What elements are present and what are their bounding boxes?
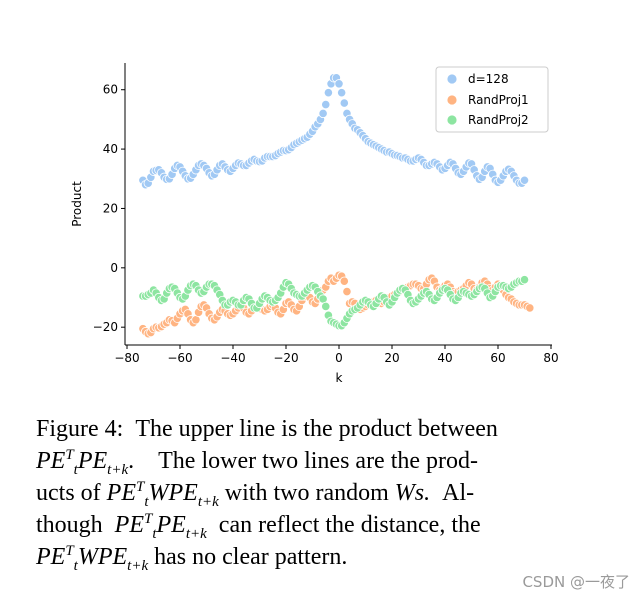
data-points — [138, 73, 535, 339]
caption-text-3d: Al- — [442, 480, 475, 506]
point-d128-144 — [519, 175, 530, 185]
legend-label-d128: d=128 — [468, 72, 509, 86]
figure-caption: Figure 4: The upper line is the product … — [36, 413, 630, 573]
caption-line-5: PETtWPEt+k has no clear pattern. — [36, 541, 630, 574]
caption-text-2: The lower two lines are the prod- — [158, 448, 479, 474]
point-d128-68 — [318, 108, 328, 119]
math-superscript: T — [144, 511, 153, 527]
caption-label: Figure 4: — [36, 416, 124, 442]
x-axis-label: k — [336, 371, 343, 385]
caption-text-3a: ucts of — [36, 480, 101, 506]
legend-frame — [435, 66, 549, 133]
math-symbol: PE — [36, 448, 66, 474]
y-tick-label: 60 — [103, 83, 118, 97]
point-d128-76 — [339, 98, 349, 108]
point-d128-75 — [337, 88, 347, 98]
y-tick-label: 0 — [110, 261, 118, 275]
caption-line-3: ucts of PETtWPEt+k with two random Ws. A… — [36, 477, 630, 510]
math-superscript: T — [135, 479, 145, 495]
math-symbol: W — [77, 544, 98, 570]
x-tick-label: 60 — [490, 351, 505, 365]
math-superscript: T — [65, 447, 74, 463]
caption-line-2: PETtPEt+k. The lower two lines are the p… — [36, 447, 479, 478]
y-tick-label: 20 — [103, 201, 118, 215]
legend-marker-randproj2 — [446, 114, 458, 126]
caption-text-3b: with two random — [224, 480, 389, 506]
legend: d=128 RandProj1 RandProj2 — [435, 66, 549, 133]
math-symbol: W — [148, 480, 169, 506]
legend-marker-randproj1 — [446, 94, 458, 106]
plot-area: −80 −60 −40 −20 0 20 40 60 80 −20 0 20 40 60 k Produ… — [70, 63, 559, 385]
caption-line-4: though PETtPEt+k can reflect the distanc… — [36, 509, 630, 542]
math-pe-t: PETtPEt+k — [114, 511, 207, 542]
math-symbol: PE — [168, 480, 198, 506]
point-randproj1-146 — [525, 303, 535, 313]
caption-text-4a: though — [36, 512, 103, 538]
y-tick-label: 40 — [103, 142, 118, 156]
x-tick-label: 0 — [335, 351, 343, 365]
math-subscript: t — [144, 493, 149, 510]
math-subscript: t — [152, 525, 157, 542]
caption-text-4b: can reflect the distance, the — [218, 512, 481, 538]
x-tick-label: −80 — [114, 351, 139, 365]
math-symbol: PE — [106, 480, 136, 506]
math-pe-w: PETtWPEt+k — [36, 543, 148, 574]
y-axis-label: Product — [70, 181, 84, 227]
scatter-chart: −80 −60 −40 −20 0 20 40 60 80 −20 0 20 40 60 k Produ… — [70, 63, 559, 385]
x-tick-label: 40 — [437, 351, 452, 365]
math-symbol: PE — [77, 448, 108, 474]
x-tick-label: −40 — [220, 351, 245, 365]
x-tick-label: −60 — [167, 351, 192, 365]
point-randproj2-144 — [519, 275, 530, 285]
caption-text-5: has no clear pattern. — [154, 544, 348, 570]
caption-line-1: Figure 4: The upper line is the product … — [36, 413, 630, 445]
point-randproj2-69 — [321, 301, 331, 312]
math-symbol: PE — [156, 512, 186, 538]
x-tick-label: −20 — [273, 351, 298, 365]
legend-marker-d128 — [446, 73, 458, 85]
point-randproj1-77 — [342, 286, 352, 297]
math-subscript: t — [73, 461, 78, 478]
math-symbol: PE — [114, 512, 144, 538]
legend-label-randproj2: RandProj2 — [468, 113, 529, 127]
caption-text-1: The upper line is the product between — [135, 416, 498, 442]
math-subscript: t+k — [127, 557, 149, 574]
y-tick-label: −20 — [93, 320, 118, 334]
watermark: CSDN @一夜了 — [522, 573, 630, 591]
math-symbol: PE — [36, 544, 66, 570]
math-subscript: t — [73, 557, 78, 574]
caption-text-3c: Ws. — [394, 480, 431, 506]
x-tick-label: 20 — [384, 351, 399, 365]
math-pe-w: PETtWPEt+k — [106, 479, 219, 510]
legend-label-randproj1: RandProj1 — [468, 93, 529, 107]
math-symbol: PE — [97, 544, 128, 570]
math-subscript: t+k — [197, 493, 219, 510]
point-d128-74 — [334, 79, 344, 89]
y-ticks: −20 0 20 40 60 — [93, 83, 125, 334]
x-ticks: −80 −60 −40 −20 0 20 40 60 80 — [114, 345, 559, 365]
math-subscript: t+k — [107, 461, 129, 478]
point-randproj1-76 — [339, 276, 349, 286]
point-d128-70 — [323, 88, 333, 98]
math-subscript: t+k — [185, 525, 207, 542]
point-d128-69 — [321, 99, 331, 110]
x-tick-label: 80 — [543, 351, 558, 365]
math-pe-t: PETtPEt+k — [36, 447, 128, 478]
math-superscript: T — [65, 543, 74, 559]
